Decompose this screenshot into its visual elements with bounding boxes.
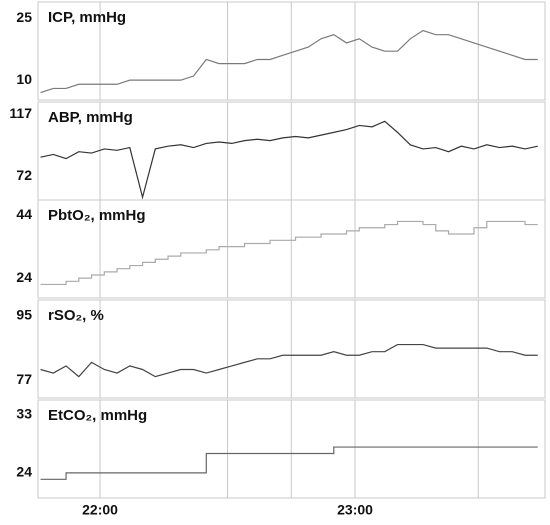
panel-title: PbtO₂, mmHg [48,207,146,224]
panel-title: ABP, mmHg [48,109,133,126]
panel-title: EtCO₂, mmHg [48,407,147,424]
y-tick-label: 24 [16,269,32,285]
series-line [40,343,538,378]
y-tick-label: 10 [16,71,32,87]
y-tick-label: 33 [16,406,32,422]
panel-title: rSO₂, % [48,307,104,324]
y-tick-label: 44 [16,206,32,222]
y-tick-label: 25 [16,9,32,25]
series-line [40,220,538,286]
series-line [40,446,538,480]
x-tick-label: 23:00 [337,502,373,518]
y-tick-label: 117 [9,105,32,121]
series-line [40,29,538,94]
y-tick-label: 95 [16,307,32,323]
y-tick-label: 24 [16,464,32,480]
series-line [40,120,538,200]
y-tick-label: 77 [16,371,32,387]
y-tick-label: 72 [16,167,32,183]
x-tick-label: 22:00 [82,502,118,518]
panel-title: ICP, mmHg [48,9,126,26]
